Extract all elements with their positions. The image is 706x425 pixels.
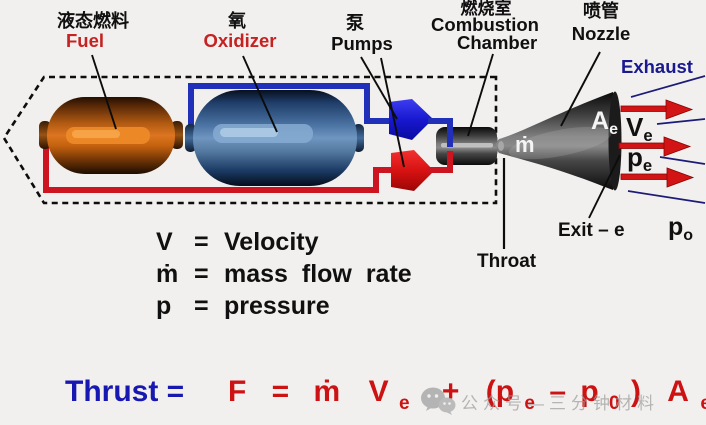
throat-label: Throat	[477, 251, 537, 272]
definition-equals: =	[194, 260, 209, 288]
definition-symbol: V	[156, 228, 173, 256]
pumps-label-cn: 泵	[346, 13, 364, 33]
exit-area-main: A	[591, 107, 610, 135]
streamline-4	[627, 190, 706, 204]
definition-equals: =	[194, 292, 209, 320]
equation-part-pe-sub: e	[524, 393, 535, 414]
exit-area-label: Ae	[591, 107, 618, 138]
oxidizer-pump	[389, 99, 433, 140]
exit-velocity-main: V	[626, 112, 644, 142]
exit-velocity-sub: e	[643, 125, 653, 145]
definition-symbol: p	[156, 292, 172, 320]
mdot-symbol: ṁ	[515, 132, 535, 157]
oxidizer-pipe	[188, 83, 394, 132]
equation-part-V-sub: e	[398, 393, 410, 414]
equation-part-equals: =	[271, 375, 290, 408]
fuel-pipe	[43, 130, 394, 193]
exit-pressure-sub: e	[642, 155, 653, 175]
fuel-feed-line	[428, 151, 453, 173]
pumps-label-en: Pumps	[331, 33, 393, 54]
definition-meaning: pressure	[224, 292, 330, 320]
oxidizer-tank-left-cap	[185, 124, 196, 152]
definition-symbol: ṁ	[156, 260, 179, 288]
chamber-pointer-line	[467, 53, 494, 137]
definition-row-mass-flow: ṁ = mass flow rate	[156, 260, 412, 292]
pumps-pointer-line-2	[380, 57, 405, 168]
nozzle-exit-rim	[608, 91, 622, 191]
streamline-3	[659, 156, 706, 165]
oxidizer-pointer-line	[242, 55, 278, 133]
definition-meaning: Velocity	[224, 228, 319, 256]
equation-part-p0: p	[580, 375, 599, 408]
fuel-tank-glint	[72, 130, 120, 138]
oxidizer-tank-glint	[220, 128, 278, 137]
combustion-chamber-highlight	[441, 143, 493, 148]
equation-part-V: V	[368, 375, 389, 408]
equation-part-p0-sub: 0	[609, 393, 620, 414]
definition-row-velocity: V = Velocity	[156, 228, 412, 260]
fuel-pointer-line	[91, 54, 117, 130]
fuel-label-en: Fuel	[65, 30, 105, 51]
wechat-icon	[421, 387, 456, 415]
equation-part-open-pe: (p	[485, 375, 515, 408]
nozzle-label-cn: 喷管	[583, 1, 619, 21]
exit-area-sub: e	[609, 120, 618, 138]
exhaust-arrow-bottom	[620, 167, 695, 188]
equation-part-A: A	[667, 375, 689, 408]
nozzle-bell	[496, 92, 619, 190]
chamber-label-cn: 燃烧室	[460, 0, 512, 18]
mdot-label: ṁ	[515, 133, 535, 156]
throat-glint	[498, 141, 504, 151]
oxidizer-label-cn: 氧	[228, 11, 246, 31]
symbol-definitions: V = Velocity ṁ = mass flow rate p = pres…	[156, 228, 412, 324]
oxidizer-label-en: Oxidizer	[203, 30, 277, 51]
fuel-label-cn: 液态燃料	[57, 11, 129, 31]
exit-pressure-label: pe	[627, 142, 652, 174]
definition-row-pressure: p = pressure	[156, 292, 412, 324]
streamline-2	[656, 118, 706, 125]
exhaust-label: Exhaust	[621, 56, 693, 77]
exhaust-arrows	[618, 99, 695, 188]
thrust-equation-lhs: Thrust =	[65, 375, 185, 408]
fuel-tank	[39, 97, 183, 174]
exit-plane-label: Exit – e	[558, 220, 625, 241]
oxidizer-tank	[185, 90, 364, 186]
exit-velocity-label: Ve	[626, 112, 653, 144]
ambient-pressure-label: po	[668, 213, 693, 244]
nozzle-pointer-line	[560, 51, 601, 127]
ambient-pressure-sub: o	[683, 226, 694, 244]
exhaust-streamlines	[627, 75, 706, 204]
watermark-text: 公众号—三分钟材料	[461, 393, 659, 413]
equation-part-F: F	[228, 375, 247, 408]
equation-part-minus: –	[549, 375, 567, 408]
watermark: 公众号—三分钟材料	[420, 386, 659, 416]
equation-part-mdot: ṁ	[313, 375, 341, 408]
equation-part-close: )	[630, 375, 641, 408]
definition-meaning: mass flow rate	[224, 260, 412, 288]
chamber-label-en-1: Combustion	[431, 14, 539, 35]
nozzle-label-en: Nozzle	[571, 23, 631, 44]
ambient-pressure-main: p	[668, 213, 684, 241]
fuel-pump	[391, 150, 434, 191]
definition-equals: =	[194, 228, 209, 256]
oxidizer-feed-line	[428, 118, 453, 147]
chamber-label-en-2: Chamber	[457, 32, 538, 53]
exhaust-arrow-middle	[618, 136, 692, 157]
equation-part-A-sub: e	[700, 393, 706, 414]
streamline-1	[630, 75, 706, 98]
rocket-body-outline	[2, 75, 498, 205]
exhaust-arrow-top	[620, 99, 694, 120]
pointer-lines	[91, 51, 621, 249]
nozzle-highlight	[508, 126, 612, 160]
exit-pressure-main: p	[627, 142, 643, 172]
exit-pointer-line	[588, 154, 621, 219]
